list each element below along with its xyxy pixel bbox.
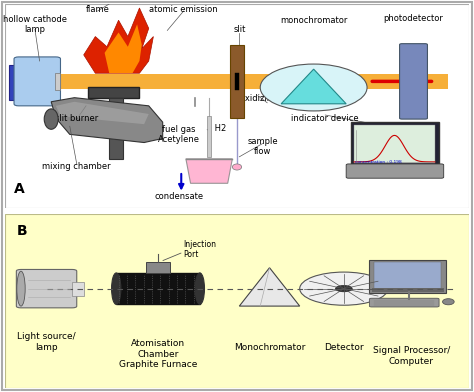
Text: fuel gas
Acetylene: fuel gas Acetylene [158, 125, 200, 144]
FancyBboxPatch shape [109, 98, 123, 159]
FancyBboxPatch shape [354, 125, 435, 163]
Text: monochromator: monochromator [280, 16, 347, 25]
FancyBboxPatch shape [116, 273, 200, 304]
Circle shape [336, 285, 352, 292]
FancyBboxPatch shape [207, 116, 211, 157]
Ellipse shape [111, 273, 121, 304]
Ellipse shape [44, 109, 58, 129]
FancyBboxPatch shape [16, 269, 77, 308]
Polygon shape [186, 159, 232, 183]
Text: concentration : 0.198: concentration : 0.198 [356, 160, 402, 163]
FancyBboxPatch shape [374, 261, 441, 289]
Polygon shape [105, 24, 142, 73]
Text: Monochromator: Monochromator [234, 343, 305, 352]
Text: condensate: condensate [155, 192, 203, 201]
FancyBboxPatch shape [372, 288, 444, 292]
FancyBboxPatch shape [5, 214, 469, 388]
Ellipse shape [232, 164, 242, 170]
Text: Injection
Port: Injection Port [183, 240, 217, 259]
FancyBboxPatch shape [400, 44, 428, 119]
Polygon shape [84, 8, 154, 73]
Text: Signal Processor/
Computer: Signal Processor/ Computer [373, 346, 450, 366]
Text: flame: flame [86, 5, 109, 13]
Polygon shape [239, 268, 300, 306]
FancyBboxPatch shape [146, 261, 170, 273]
Text: Atomisation
Chamber
Graphite Furnace: Atomisation Chamber Graphite Furnace [119, 339, 197, 369]
Text: indicator device: indicator device [292, 114, 359, 123]
FancyBboxPatch shape [346, 164, 444, 178]
FancyBboxPatch shape [369, 298, 439, 307]
Text: atomic emission: atomic emission [149, 5, 218, 13]
Text: slit: slit [233, 25, 246, 34]
FancyBboxPatch shape [9, 65, 19, 100]
FancyBboxPatch shape [55, 73, 60, 89]
Ellipse shape [195, 273, 204, 304]
Text: mixing chamber: mixing chamber [43, 163, 111, 171]
Text: oxidizing gas: oxidizing gas [240, 94, 295, 103]
Text: sample
flow: sample flow [247, 137, 278, 156]
Ellipse shape [443, 299, 454, 305]
FancyBboxPatch shape [230, 45, 244, 118]
Polygon shape [51, 98, 163, 143]
Circle shape [300, 272, 388, 305]
Text: A: A [14, 183, 25, 196]
Text: hollow cathode
lamp: hollow cathode lamp [3, 15, 67, 34]
Circle shape [260, 64, 367, 111]
FancyArrow shape [58, 74, 448, 89]
FancyBboxPatch shape [5, 4, 469, 208]
FancyBboxPatch shape [88, 87, 139, 98]
FancyBboxPatch shape [235, 73, 239, 89]
Text: slit burner: slit burner [55, 114, 99, 123]
Polygon shape [281, 69, 346, 104]
Text: ↓ H2: ↓ H2 [205, 124, 227, 133]
FancyBboxPatch shape [369, 260, 446, 293]
Text: Detector: Detector [324, 343, 364, 352]
Ellipse shape [17, 271, 25, 306]
Text: B: B [16, 223, 27, 238]
Polygon shape [56, 102, 149, 124]
FancyBboxPatch shape [72, 282, 84, 296]
Text: Light source/
lamp: Light source/ lamp [17, 332, 76, 352]
FancyBboxPatch shape [14, 57, 61, 106]
FancyBboxPatch shape [351, 122, 439, 165]
Text: photodetector: photodetector [383, 14, 444, 23]
